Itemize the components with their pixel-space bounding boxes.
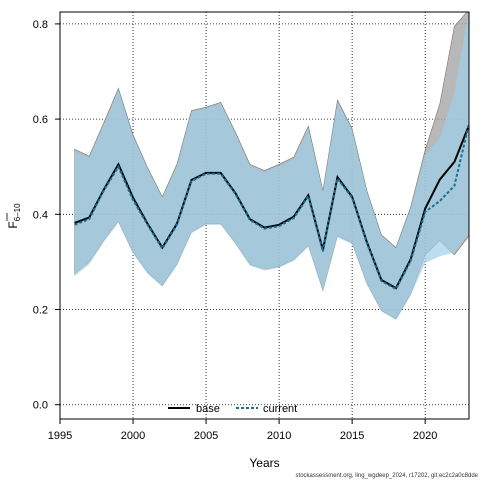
legend: base current	[168, 403, 297, 415]
x-tick-label: 2005	[194, 430, 218, 442]
y-axis-title-subscript: 6–10	[13, 203, 22, 221]
legend-base-label: base	[196, 403, 220, 415]
confidence-bands	[74, 12, 469, 320]
legend-current-label: current	[263, 403, 297, 415]
axes: 1995 2000 2005 2010 2015 2020 0.0 0.2 0.4 0.6 0.8	[33, 19, 438, 442]
x-tick-label: 2020	[413, 430, 437, 442]
y-axis-title-main: F	[6, 221, 20, 228]
y-tick-label: 0.6	[33, 114, 48, 126]
y-axis-title: F6–10	[6, 203, 22, 229]
y-tick-label: 0.0	[33, 400, 48, 412]
x-tick-label: 2015	[340, 430, 364, 442]
x-tick-label: 2000	[121, 430, 145, 442]
current-series-line	[74, 123, 469, 291]
footer-credit: stockassessment.org, ling_wgdeep_2024, r…	[296, 473, 479, 479]
x-tick-label: 1995	[48, 430, 72, 442]
y-axis-title-group: F6–10	[6, 203, 22, 229]
y-tick-label: 0.4	[33, 209, 48, 221]
y-tick-label: 0.8	[33, 19, 48, 31]
x-axis-title: Years	[249, 456, 279, 470]
plot-frame	[59, 11, 470, 420]
y-tick-label: 0.2	[33, 305, 48, 317]
x-tick-label: 2010	[267, 430, 291, 442]
current-confidence-band	[74, 12, 469, 320]
series-lines	[74, 123, 469, 291]
